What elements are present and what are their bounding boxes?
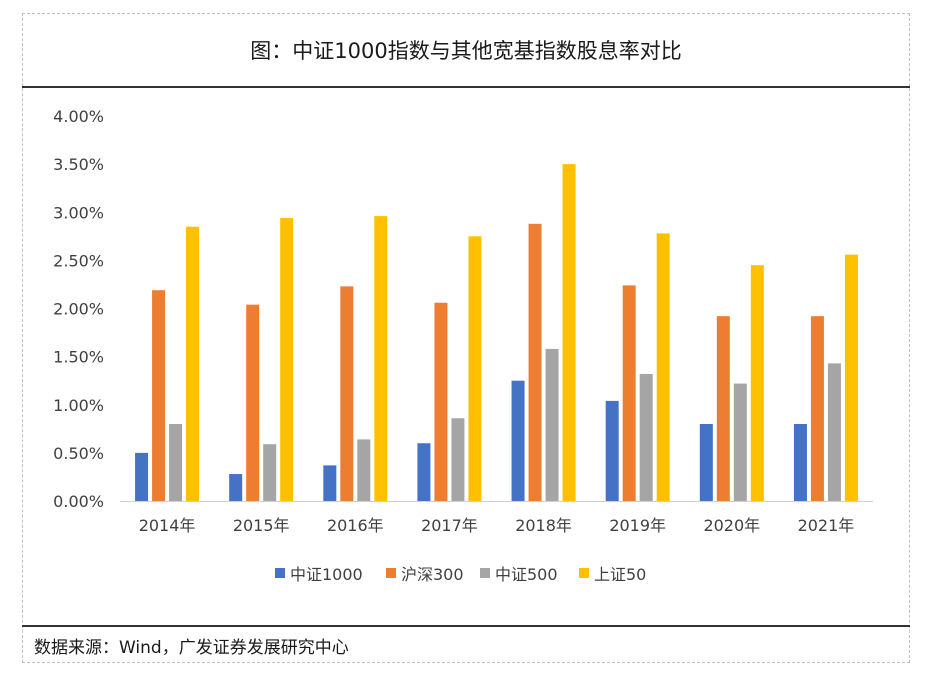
chart-title: 图：中证1000指数与其他宽基指数股息率对比 [250,38,682,63]
bar-1-5 [511,380,525,501]
y-tick-label: 1.00% [53,396,104,415]
bar-2-3 [340,286,354,501]
bar-3-1 [169,424,183,501]
y-tick-label: 2.50% [53,251,104,270]
bar-4-8 [844,254,858,501]
bar-3-2 [263,444,277,501]
bar-1-1 [135,452,149,501]
bar-1-8 [793,424,807,501]
x-tick-label: 2017年 [421,516,478,535]
bar-2-2 [246,304,260,501]
y-tick-label: 2.00% [53,300,104,319]
x-tick-label: 2020年 [703,516,760,535]
bar-2-5 [528,223,542,502]
bar-1-4 [417,443,431,501]
bar-1-6 [605,400,619,501]
bar-4-2 [280,218,294,501]
bar-2-1 [152,290,166,501]
x-tick-label: 2015年 [233,516,290,535]
legend-swatch-2 [386,568,396,578]
bar-3-8 [827,363,841,501]
bar-4-5 [562,164,576,501]
bar-3-4 [451,418,465,501]
y-tick-label: 4.00% [53,107,104,126]
bar-4-7 [750,265,764,501]
legend-label-3: 中证500 [495,565,558,584]
y-tick-label: 0.00% [53,492,104,511]
x-tick-label: 2019年 [609,516,666,535]
bar-3-7 [733,383,747,501]
chart-frame [22,13,910,663]
y-tick-label: 3.50% [53,155,104,174]
title-divider [22,86,910,88]
legend-label-4: 上证50 [594,565,646,584]
bar-2-8 [810,316,824,501]
bar-2-4 [434,302,448,501]
bar-3-6 [639,373,653,501]
source-divider [22,625,910,627]
x-tick-label: 2014年 [139,516,196,535]
bar-4-3 [374,216,388,501]
bar-3-3 [357,439,371,501]
x-tick-label: 2018年 [515,516,572,535]
legend-label-2: 沪深300 [401,565,464,584]
y-tick-label: 0.50% [53,444,104,463]
x-tick-label: 2016年 [327,516,384,535]
bar-4-4 [468,236,482,501]
bar-3-5 [545,348,559,501]
bar-1-2 [229,474,243,501]
bar-4-6 [656,233,670,502]
y-tick-label: 3.00% [53,203,104,222]
legend-swatch-4 [579,568,589,578]
legend-swatch-3 [480,568,490,578]
bar-4-1 [186,226,200,501]
bar-1-3 [323,465,337,501]
bar-2-6 [622,285,636,501]
bar-1-7 [699,424,713,501]
x-tick-label: 2021年 [798,516,855,535]
bar-2-7 [716,316,730,501]
legend-swatch-1 [275,568,285,578]
source-note: 数据来源：Wind，广发证券发展研究中心 [34,637,349,658]
legend-label-1: 中证1000 [290,565,363,584]
y-tick-label: 1.50% [53,348,104,367]
